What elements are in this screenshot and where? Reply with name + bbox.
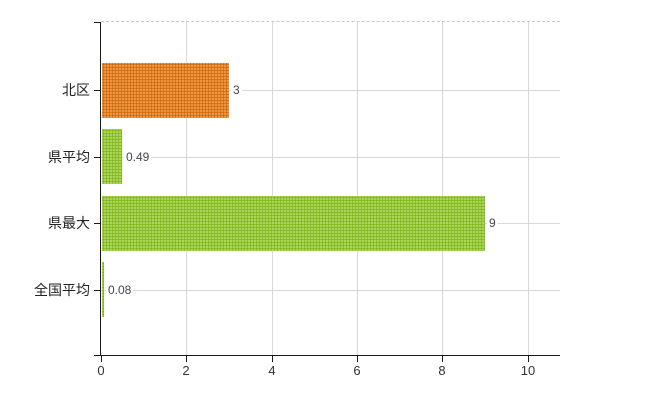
x-tick-label: 2 [182,363,190,378]
y-tick [94,157,100,158]
x-axis-line [94,355,560,356]
bar-1 [102,129,122,184]
v-gridline [272,22,273,355]
y-axis-line [100,22,101,355]
category-label: 県平均 [48,149,90,165]
v-gridline [357,22,358,355]
x-tick [357,356,358,362]
category-label: 全国平均 [34,282,90,298]
h-gridline [101,290,560,291]
x-tick [272,356,273,362]
h-gridline [101,157,560,158]
y-tick [94,290,100,291]
x-tick [101,356,102,362]
x-tick [528,356,529,362]
category-label: 北区 [62,82,90,98]
x-tick-label: 6 [353,363,361,378]
category-label: 県最大 [48,215,90,231]
x-tick-label: 8 [438,363,446,378]
x-tick-label: 10 [520,363,536,378]
y-axis-end-tick [94,22,100,23]
x-tick [186,356,187,362]
v-gridline [442,22,443,355]
bar-2 [102,196,485,251]
plot-top-border [101,21,560,22]
value-label: 0.08 [106,282,134,298]
bar-0 [102,63,229,118]
value-label: 0.49 [124,149,152,165]
y-tick [94,90,100,91]
bar-3 [102,262,104,317]
v-gridline [528,22,529,355]
x-tick-label: 4 [268,363,276,378]
x-tick [442,356,443,362]
h-gridline [101,90,560,91]
x-tick-label: 0 [97,363,105,378]
y-tick [94,223,100,224]
v-gridline [186,22,187,355]
value-label: 9 [487,215,498,231]
value-label: 3 [231,82,242,98]
